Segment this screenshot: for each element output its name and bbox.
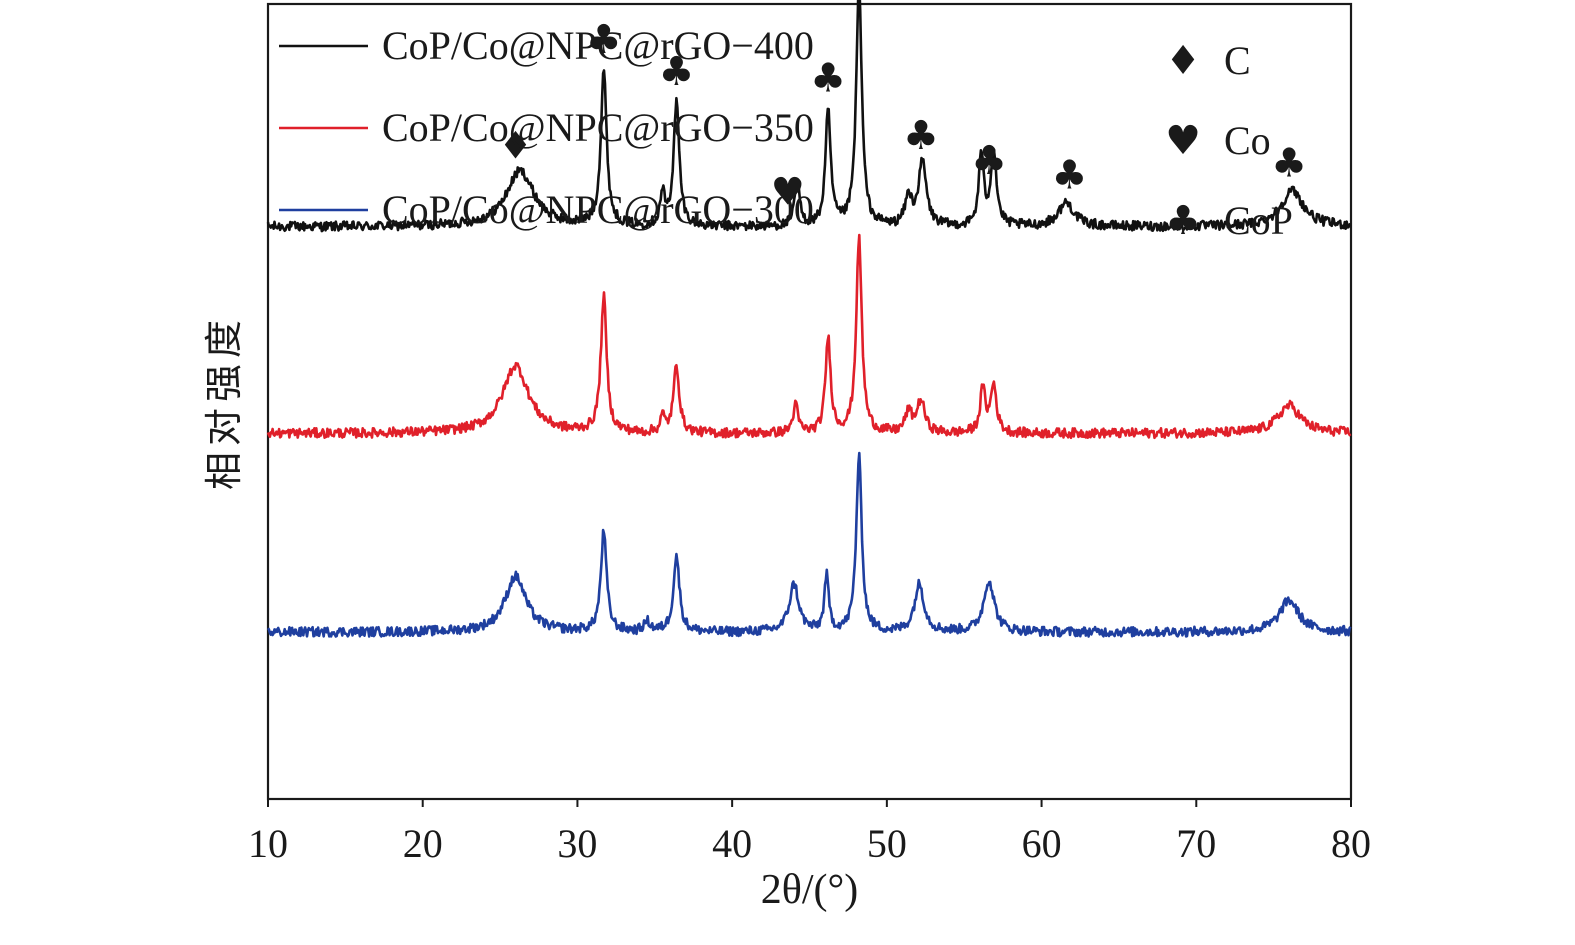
peak-annotation-4: ♥ [771, 170, 805, 214]
x-tick-label: 50 [867, 821, 907, 866]
phase-symbol-3: ♣ [1165, 198, 1201, 244]
series-line-3 [266, 451, 1352, 638]
x-tick-label: 70 [1176, 821, 1216, 866]
phase-label-2: Co [1224, 118, 1271, 163]
series-layer [266, 0, 1352, 638]
series-line-1 [266, 0, 1351, 233]
peak-annotations: ♦♣♣♥♣♣♣♣♣♣ [498, 17, 1307, 214]
legend-label-1: CoP/Co@NPC@rGO−400 [382, 23, 814, 68]
peak-annotation-1: ♦ [498, 124, 532, 168]
x-axis-label: 2θ/(°) [761, 867, 859, 913]
peak-annotation-7: ♣ [903, 113, 939, 159]
x-tick-label: 30 [557, 821, 597, 866]
y-axis-label: 相对强度 [202, 314, 246, 490]
phase-symbol-2: ♥ [1165, 118, 1201, 164]
plot-frame [266, 2, 1353, 801]
phase-legend: ♦ C ♥ Co ♣ CoP [1165, 38, 1293, 244]
x-tick-label: 10 [248, 821, 288, 866]
phase-label-3: CoP [1224, 198, 1293, 243]
phase-label-1: C [1224, 38, 1251, 83]
series-legend: CoP/Co@NPC@rGO−400 CoP/Co@NPC@rGO−350 CoP/… [279, 23, 814, 232]
peak-annotation-5: ♣ [810, 56, 846, 102]
peak-annotation-9: ♣ [1051, 153, 1087, 199]
peak-annotation-3: ♣ [658, 49, 694, 95]
peak-annotation-2: ♣ [586, 17, 622, 63]
x-axis-ticks: 10 20 30 40 50 60 70 80 [248, 799, 1371, 866]
x-tick-label: 60 [1022, 821, 1062, 866]
x-tick-label: 20 [403, 821, 443, 866]
legend-label-3: CoP/Co@NPC@rGO−300 [382, 187, 814, 232]
peak-annotation-8: ♣ [971, 138, 1007, 184]
x-tick-label: 40 [712, 821, 752, 866]
phase-symbol-1: ♦ [1165, 38, 1201, 84]
series-line-2 [266, 233, 1352, 440]
peak-annotation-10: ♣ [1271, 141, 1307, 187]
x-tick-label: 80 [1331, 821, 1371, 866]
legend-label-2: CoP/Co@NPC@rGO−350 [382, 105, 814, 150]
